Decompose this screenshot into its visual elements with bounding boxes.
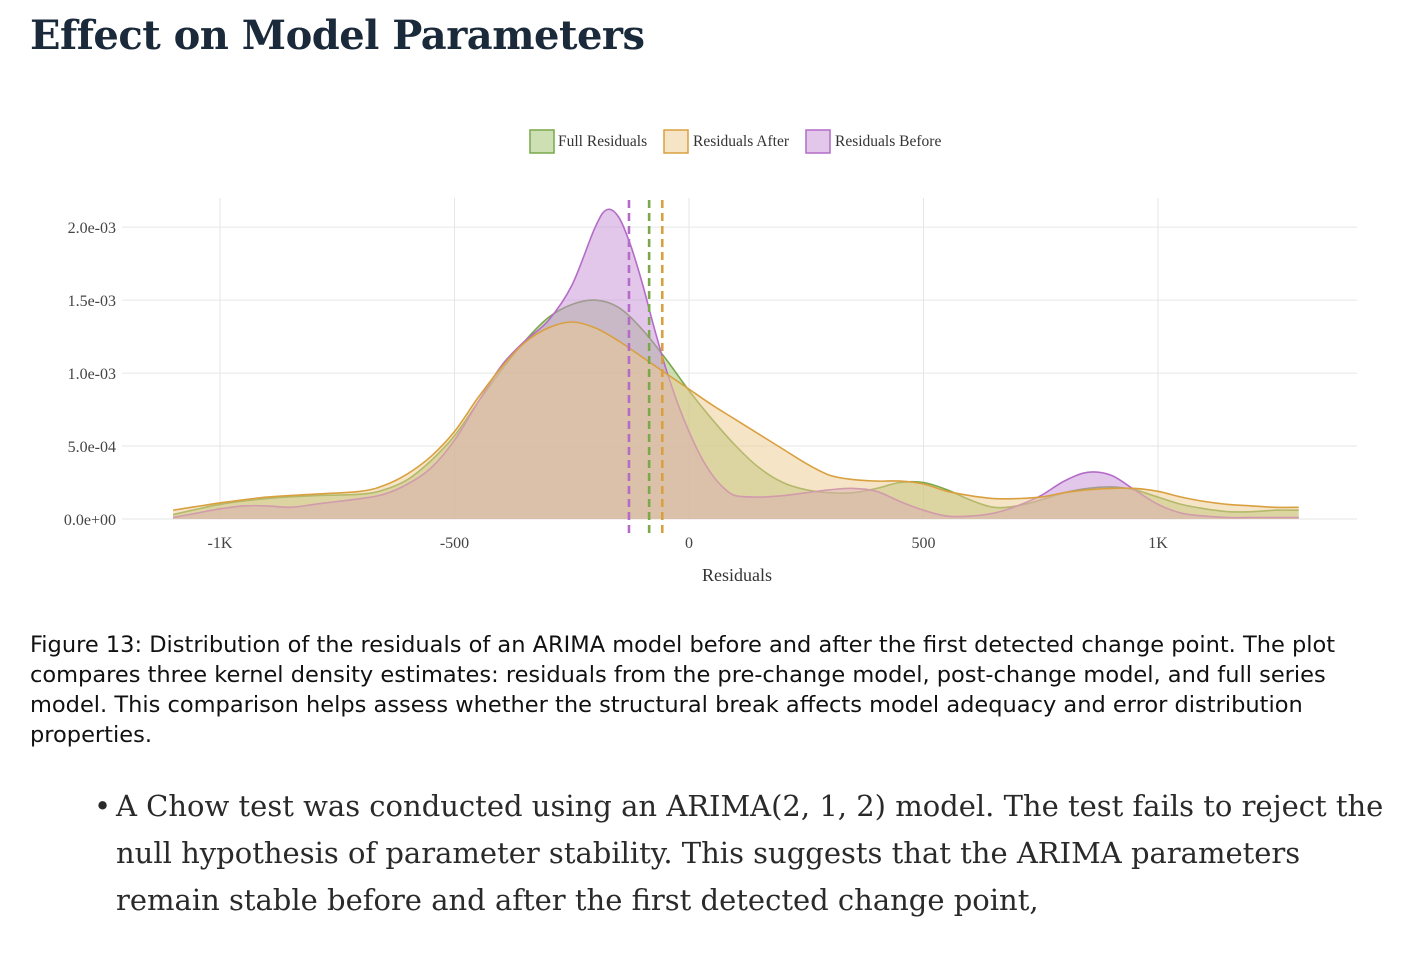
x-tick-label: 1K — [1148, 535, 1168, 552]
residuals-before-legend-label: Residuals Before — [835, 133, 941, 150]
x-axis-label: Residuals — [702, 565, 772, 585]
y-tick-label: 5.0e-04 — [68, 439, 116, 456]
x-tick-label: 500 — [912, 535, 936, 552]
density-chart: -1K -500 0 500 1K 0.0e+00 5.0e-04 1.0e-03 1.5e-0… — [64, 129, 1357, 585]
y-tick-label: 1.0e-03 — [68, 366, 116, 383]
residuals-after-legend-label: Residuals After — [693, 133, 790, 150]
x-tick-label: 0 — [685, 535, 693, 552]
residuals-before-legend-swatch — [805, 129, 831, 154]
bullet-list: • A Chow test was conducted using an ARI… — [94, 783, 1384, 924]
bullet-marker: • — [94, 789, 112, 823]
density-figure: -1K -500 0 500 1K 0.0e+00 5.0e-04 1.0e-03 1.5e-0… — [0, 110, 1412, 600]
full-residuals-legend-swatch — [529, 129, 555, 154]
y-tick-label: 2.0e-03 — [68, 220, 116, 237]
figure-caption: Figure 13: Distribution of the residuals… — [30, 632, 1336, 748]
residuals-after-legend-swatch — [663, 129, 689, 154]
density-areas — [172, 208, 1299, 519]
full-residuals-legend-label: Full Residuals — [558, 133, 647, 150]
bullet-item: • A Chow test was conducted using an ARI… — [94, 783, 1384, 924]
y-tick-label: 1.5e-03 — [68, 293, 116, 310]
residuals-after-density-line — [172, 321, 1299, 511]
x-tick-label: -500 — [440, 535, 469, 552]
x-tick-label: -1K — [208, 535, 233, 552]
chart-legend: Full Residuals Residuals After Residuals B… — [529, 129, 941, 154]
y-tick-label: 0.0e+00 — [64, 512, 116, 529]
bullet-text: A Chow test was conducted using an ARIMA… — [116, 789, 1384, 917]
mean-lines — [627, 200, 664, 535]
chart-axes: -1K -500 0 500 1K 0.0e+00 5.0e-04 1.0e-03 1.5e-0… — [64, 220, 1168, 585]
section-heading: Effect on Model Parameters — [30, 12, 645, 59]
